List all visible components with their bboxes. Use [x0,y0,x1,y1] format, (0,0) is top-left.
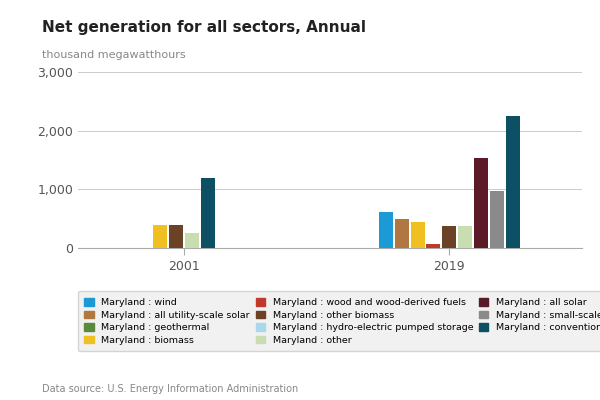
Text: Data source: U.S. Energy Information Administration: Data source: U.S. Energy Information Adm… [42,384,298,394]
Bar [153,224,167,248]
Bar [442,226,457,248]
Bar [395,219,409,248]
Bar [458,226,472,248]
Legend: Maryland : wind, Maryland : all utility-scale solar, Maryland : geothermal, Mary: Maryland : wind, Maryland : all utility-… [77,292,600,351]
Bar [474,158,488,248]
Bar [185,233,199,248]
Bar [427,244,440,248]
Bar [490,190,504,248]
Bar [201,178,215,248]
Text: Net generation for all sectors, Annual: Net generation for all sectors, Annual [42,20,366,35]
Text: thousand megawatthours: thousand megawatthours [42,50,185,60]
Bar [169,225,183,248]
Bar [506,116,520,248]
Bar [379,212,393,248]
Bar [410,222,425,248]
